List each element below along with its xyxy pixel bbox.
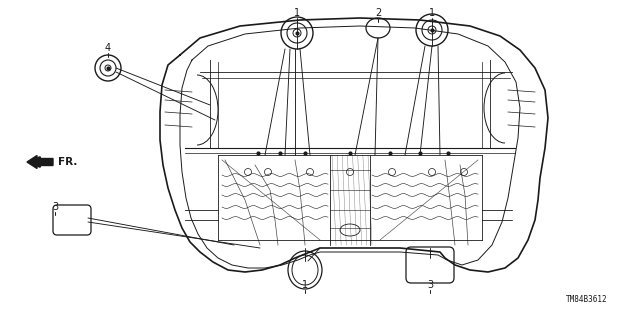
Text: FR.: FR. (58, 157, 77, 167)
Text: 3: 3 (427, 280, 433, 290)
Text: 2: 2 (375, 8, 381, 18)
Text: 3: 3 (52, 202, 58, 212)
Text: 1: 1 (294, 8, 300, 18)
FancyArrow shape (27, 155, 53, 168)
Text: 1: 1 (429, 8, 435, 18)
Text: 1: 1 (302, 280, 308, 290)
Text: TM84B3612: TM84B3612 (566, 295, 608, 305)
Text: 4: 4 (105, 43, 111, 53)
